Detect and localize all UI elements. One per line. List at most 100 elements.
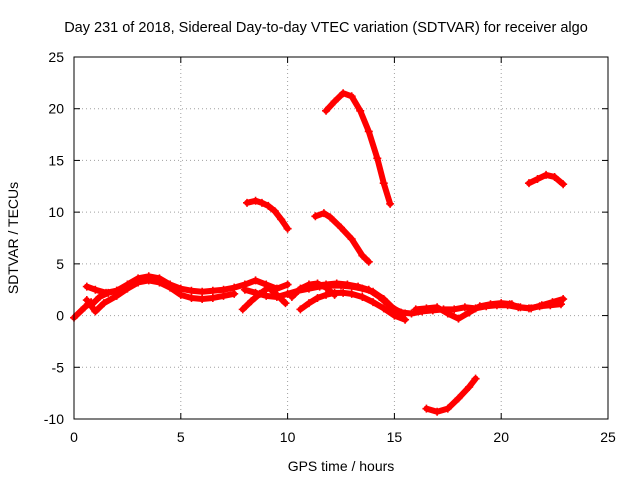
data-point [123, 284, 132, 293]
series-trail [312, 210, 372, 265]
y-tick-label: 15 [48, 152, 64, 168]
data-point [247, 297, 256, 306]
tick-labels: 0 5 10 15 20 25 -10 -5 0 5 10 15 20 25 [44, 49, 616, 445]
x-tick-label: 20 [493, 429, 509, 445]
data-point [548, 298, 557, 307]
data-point [559, 295, 568, 304]
data-point [198, 287, 207, 296]
data-point [251, 196, 260, 205]
data-point [364, 127, 373, 136]
data-point [144, 276, 153, 285]
series-trail [88, 287, 120, 309]
series-trail [412, 300, 515, 322]
data-point [270, 207, 279, 216]
data-point [112, 286, 121, 295]
data-point [411, 305, 420, 314]
data-point [262, 291, 271, 300]
data-point [219, 291, 228, 300]
data-point [386, 199, 395, 208]
data-point [486, 300, 495, 309]
data-point [264, 283, 273, 292]
data-point [311, 281, 320, 290]
series-arc-16 [422, 374, 480, 416]
series-arc-04 [87, 286, 121, 310]
data-point [166, 283, 175, 292]
data-point [454, 314, 463, 323]
data-point [313, 293, 322, 302]
data-point [134, 278, 143, 287]
data-point [322, 106, 331, 115]
data-point [82, 282, 91, 291]
data-point [347, 289, 356, 298]
y-tick-label: 20 [48, 101, 64, 117]
data-point [375, 292, 384, 301]
data-point [443, 309, 452, 318]
y-tick-label: -5 [52, 359, 65, 375]
chart-title: Day 231 of 2018, Sidereal Day-to-day VTE… [64, 20, 588, 36]
data-point [407, 309, 416, 318]
data-point [243, 198, 252, 207]
series-arc-08 [296, 288, 410, 324]
x-tick-label: 0 [70, 429, 78, 445]
data-point [347, 92, 356, 101]
axis-ticks [73, 56, 609, 420]
x-tick-label: 10 [280, 429, 296, 445]
data-point [358, 292, 367, 301]
x-tick-label: 25 [600, 429, 616, 445]
data-point [304, 299, 313, 308]
data-point [319, 209, 328, 218]
data-point [330, 288, 339, 297]
series-arc-10 [411, 299, 516, 323]
data-point [240, 285, 249, 294]
x-tick-label: 15 [387, 429, 403, 445]
data-point [257, 198, 266, 207]
data-point [550, 172, 559, 181]
series-trail [323, 90, 394, 207]
data-point [208, 293, 217, 302]
data-point [296, 284, 305, 293]
grid [74, 57, 608, 419]
data-point [379, 304, 388, 313]
data-point [82, 296, 91, 305]
data-point [390, 311, 399, 320]
data-point [230, 289, 239, 298]
data-point [337, 223, 345, 232]
data-point [559, 180, 568, 189]
data-point [527, 304, 536, 313]
data-point [433, 303, 442, 312]
data-point [272, 292, 281, 301]
data-point [208, 286, 217, 295]
data-point [505, 300, 514, 309]
data-point [364, 257, 373, 266]
series-arc-03 [82, 276, 239, 316]
data-point [358, 251, 367, 260]
series-trail [297, 289, 409, 323]
data-point [369, 298, 378, 307]
data-point [537, 301, 546, 310]
series-arc-14 [322, 89, 395, 208]
data-point [460, 303, 469, 312]
data-point [542, 170, 551, 179]
data-point [87, 301, 96, 310]
data-point [533, 175, 542, 184]
series-arc-09 [311, 279, 566, 318]
data-point [187, 293, 196, 302]
data-point [356, 106, 365, 115]
series-trail [244, 197, 291, 232]
y-axis-label: SDTVAR / TECUs [5, 182, 21, 294]
y-tick-label: 10 [48, 204, 64, 220]
series-arc-11 [505, 295, 568, 313]
data-point [339, 288, 348, 297]
data-point [475, 302, 484, 311]
data-point [386, 302, 395, 311]
data-point [454, 394, 463, 403]
plot-frame [73, 56, 609, 420]
data-point [104, 288, 113, 297]
data-point [396, 308, 405, 317]
data-point [330, 97, 339, 106]
data-point [433, 407, 442, 416]
data-point [443, 404, 452, 413]
y-tick-label: -10 [44, 411, 64, 427]
data-point [283, 224, 292, 233]
